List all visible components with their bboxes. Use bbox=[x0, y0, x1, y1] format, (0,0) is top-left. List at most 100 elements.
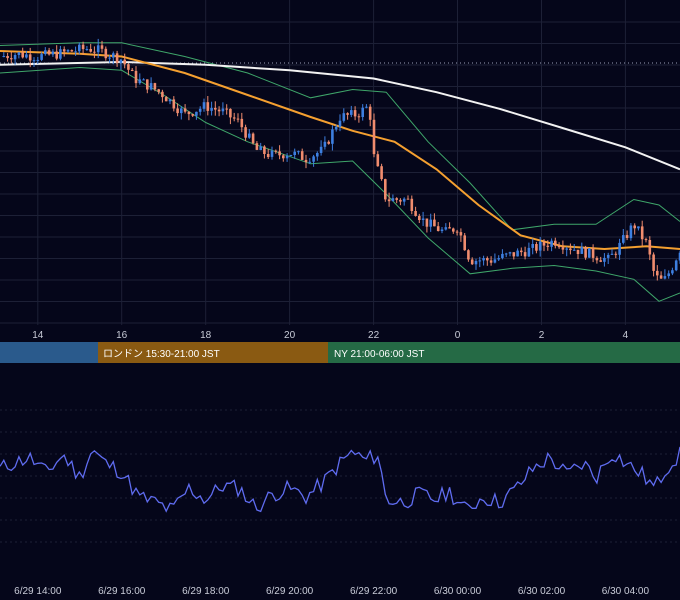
candle-body bbox=[78, 44, 81, 52]
candle-body bbox=[176, 108, 179, 114]
candle-body bbox=[610, 253, 614, 255]
candle-body bbox=[119, 59, 123, 63]
candle-body bbox=[161, 91, 164, 98]
candle-body bbox=[433, 219, 436, 227]
candle-body bbox=[10, 58, 13, 60]
candle-body bbox=[452, 228, 455, 232]
candle-body bbox=[285, 155, 289, 159]
candle-body bbox=[331, 129, 334, 144]
candle-body bbox=[274, 150, 278, 152]
candle-body bbox=[395, 198, 398, 200]
candle-body bbox=[470, 259, 474, 265]
price-x-tick-label: 20 bbox=[284, 330, 296, 341]
candle-body bbox=[399, 199, 402, 202]
oscillator-x-tick-label: 6/29 22:00 bbox=[350, 586, 398, 597]
candle-body bbox=[198, 108, 202, 112]
session-london-bar bbox=[98, 342, 328, 363]
candle-body bbox=[70, 50, 74, 52]
candle-body bbox=[47, 50, 51, 55]
candlestick-series bbox=[2, 38, 680, 281]
candle-body bbox=[93, 51, 96, 53]
oscillator-x-tick-label: 6/30 04:00 bbox=[602, 586, 650, 597]
candle-body bbox=[297, 151, 300, 153]
candle-body bbox=[538, 241, 542, 251]
price-x-axis: 14 16 18 20 22 0 2 4 bbox=[32, 330, 628, 341]
candle-body bbox=[584, 247, 587, 258]
price-x-tick-label: 0 bbox=[455, 330, 461, 341]
candle-body bbox=[520, 250, 523, 253]
candle-body bbox=[474, 261, 478, 265]
candle-body bbox=[542, 241, 546, 246]
candle-body bbox=[62, 49, 66, 52]
candle-body bbox=[206, 102, 210, 111]
oscillator-x-tick-label: 6/29 14:00 bbox=[14, 586, 62, 597]
candle-body bbox=[606, 254, 610, 258]
candle-body bbox=[372, 119, 376, 155]
candle-body bbox=[74, 51, 77, 53]
candle-body bbox=[100, 45, 104, 49]
candle-body bbox=[674, 260, 678, 271]
candle-body bbox=[455, 231, 459, 233]
bollinger-upper-band bbox=[0, 42, 680, 231]
candle-body bbox=[221, 108, 225, 112]
session-band: ロンドン 15:30-21:00 JST NY 21:00-06:00 JST bbox=[0, 342, 680, 363]
price-x-tick-label: 16 bbox=[116, 330, 128, 341]
candle-body bbox=[112, 53, 115, 58]
candle-body bbox=[527, 247, 531, 257]
candle-body bbox=[85, 49, 89, 50]
candle-body bbox=[44, 50, 47, 55]
candle-body bbox=[300, 151, 304, 160]
candle-body bbox=[225, 108, 228, 110]
candle-body bbox=[316, 153, 319, 157]
candle-body bbox=[402, 198, 406, 202]
oscillator-x-tick-label: 6/29 18:00 bbox=[182, 586, 230, 597]
candle-body bbox=[663, 276, 667, 279]
candle-body bbox=[648, 240, 652, 255]
candle-body bbox=[217, 109, 221, 112]
session-ny-bar bbox=[328, 342, 680, 363]
candle-body bbox=[353, 110, 357, 117]
candle-body bbox=[187, 111, 191, 115]
candle-body bbox=[282, 155, 285, 159]
candle-body bbox=[444, 227, 448, 230]
candle-body bbox=[51, 51, 55, 55]
candle-body bbox=[104, 48, 108, 59]
candle-body bbox=[334, 126, 338, 130]
candle-body bbox=[656, 270, 659, 276]
candle-body bbox=[561, 247, 565, 250]
candle-body bbox=[202, 102, 206, 109]
candle-body bbox=[157, 89, 160, 92]
price-x-tick-label: 4 bbox=[623, 330, 629, 341]
candle-body bbox=[565, 248, 568, 250]
candle-body bbox=[588, 248, 591, 258]
candle-body bbox=[580, 247, 584, 254]
candle-body bbox=[244, 127, 247, 138]
candle-body bbox=[28, 54, 32, 61]
oscillator-grid bbox=[0, 409, 680, 543]
session-ny-label: NY 21:00-06:00 JST bbox=[334, 349, 424, 360]
candle-body bbox=[66, 50, 70, 52]
candle-body bbox=[40, 54, 43, 60]
candle-body bbox=[463, 235, 466, 251]
candle-body bbox=[591, 248, 595, 258]
candle-body bbox=[418, 216, 421, 220]
candle-body bbox=[504, 253, 508, 255]
price-x-tick-label: 22 bbox=[368, 330, 380, 341]
candle-body bbox=[436, 226, 440, 231]
candle-body bbox=[32, 60, 36, 62]
oscillator-panel[interactable] bbox=[0, 409, 680, 543]
candle-body bbox=[293, 151, 296, 155]
candle-body bbox=[659, 275, 663, 279]
candle-body bbox=[440, 229, 444, 231]
candle-body bbox=[180, 108, 183, 114]
oscillator-x-tick-label: 6/30 02:00 bbox=[518, 586, 566, 597]
price-x-tick-label: 18 bbox=[200, 330, 212, 341]
candle-body bbox=[346, 113, 349, 115]
candle-body bbox=[255, 143, 259, 150]
candle-body bbox=[629, 225, 633, 239]
candle-body bbox=[251, 133, 255, 144]
price-panel[interactable] bbox=[0, 0, 680, 325]
candle-body bbox=[576, 249, 580, 254]
price-x-tick-label: 2 bbox=[539, 330, 545, 341]
candle-body bbox=[595, 257, 599, 261]
